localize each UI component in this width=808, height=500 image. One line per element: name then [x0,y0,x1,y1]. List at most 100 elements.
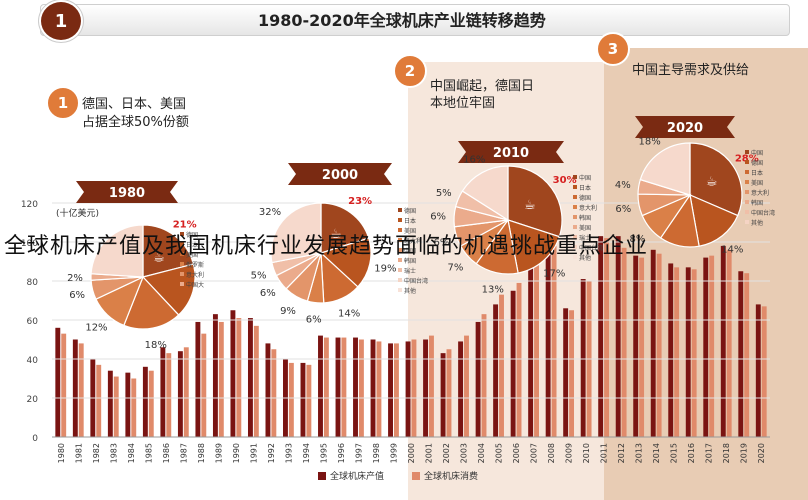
y-tick-label: 20 [27,395,39,405]
y-axis-title: (十亿美元) [56,207,99,219]
bar-consumption [464,335,469,437]
x-tick-label: 2014 [652,443,661,463]
pie-slice [141,263,196,316]
bar-production [160,347,166,437]
pie-legend-swatch [745,150,749,154]
bar-production [755,304,761,437]
pie-legend-swatch [745,170,749,174]
bar-production [703,257,709,437]
bar-consumption [341,337,347,437]
pie-slice [123,275,180,330]
pie-data-label: 17% [543,269,565,280]
pie-legend-label: 德国 [186,231,198,239]
x-tick-label: 1991 [249,443,258,463]
pie-legend-swatch [573,205,577,209]
pie-data-label: 5% [436,188,452,199]
bar-consumption [166,353,172,437]
y-tick-label: 60 [27,317,39,327]
pie-slice [320,202,370,254]
pie-data-label: 14% [721,244,743,255]
pie-legend-swatch [745,220,749,224]
pie-banner-label: 2010 [493,146,529,161]
bar-production [230,310,236,437]
pie-legend-label: 其他 [751,219,763,227]
pie-legend-label: 中国 [579,174,591,182]
x-tick-label: 2011 [600,443,609,463]
bar-consumption [306,364,312,437]
pie-slice [461,165,509,222]
pie-banner [288,163,392,185]
x-tick-label: 1990 [232,443,241,463]
pie-legend-label: 韩国 [579,214,591,222]
pie-data-label: 6% [433,238,449,249]
bar-production [388,343,393,437]
x-tick-label: 2017 [705,443,714,463]
x-tick-label: 2015 [670,443,679,463]
bar-consumption [726,249,732,437]
pie-data-label: 23% [348,196,372,207]
bar-production [493,304,499,437]
bar-consumption [499,294,504,437]
pie-legend-swatch [180,262,184,266]
bar-production [580,279,586,437]
pie-data-label: 6% [430,212,446,223]
pie-legend-label: 美国 [186,251,198,259]
bar-production [615,236,621,437]
pie-legend-label: 中国台湾 [579,244,603,252]
pie-banner [635,116,735,138]
bar-production [668,263,674,437]
bar-production [125,372,131,437]
bar-production [318,335,323,437]
bar-consumption [288,362,294,437]
pie-legend-label: 意大利 [579,204,597,212]
pie-data-label: 4% [615,180,631,191]
pie-legend-swatch [573,195,577,199]
x-tick-label: 1998 [372,443,381,463]
bar-production [247,318,253,437]
pie-legend-label: 韩国 [751,199,763,207]
pie-legend-swatch [573,245,577,249]
bar-production [265,343,271,437]
pie-legend-label: 日本 [404,217,416,225]
pie-data-label: 2% [67,273,83,284]
bar-consumption [709,255,715,437]
bar-consumption [96,364,102,437]
y-tick-label: 120 [21,200,38,210]
x-tick-label: 1985 [144,443,153,463]
pie-legend-label: 日本 [579,184,591,192]
bar-production [195,321,201,437]
pie-legend-swatch [573,225,577,229]
pie-legend-swatch [745,180,749,184]
bar-consumption [148,370,154,437]
pie-legend-label: 意大利 [186,271,204,279]
y-tick-label: 80 [27,278,39,288]
bar-consumption [429,335,434,437]
trophy-icon: ☕ [330,227,342,242]
pie-legend-swatch [573,255,577,259]
x-tick-label: 2018 [722,443,731,463]
x-tick-label: 1993 [284,443,293,463]
pie-banner-label: 1980 [109,186,145,201]
bar-consumption [569,310,575,437]
pie-legend-label: 日本 [751,169,763,177]
bar-consumption [201,333,207,437]
bar-production [598,236,604,437]
pie-legend-label: 其他 [579,254,591,262]
pie-legend-label: 韩国 [404,257,416,265]
bar-production [72,339,78,437]
bar-consumption [236,318,242,437]
x-tick-label: 1997 [354,443,363,463]
bar-consumption [113,376,119,437]
pie-legend-swatch [398,278,402,282]
bar-consumption [639,257,645,437]
bar-production [212,314,218,437]
bar-production [440,353,446,437]
pie-data-label: 12% [85,323,107,334]
bar-production [177,351,183,437]
pie-data-label: 6% [615,204,631,215]
pie-legend-swatch [745,190,749,194]
y-tick-label: 0 [32,434,38,444]
bar-consumption [61,333,67,437]
